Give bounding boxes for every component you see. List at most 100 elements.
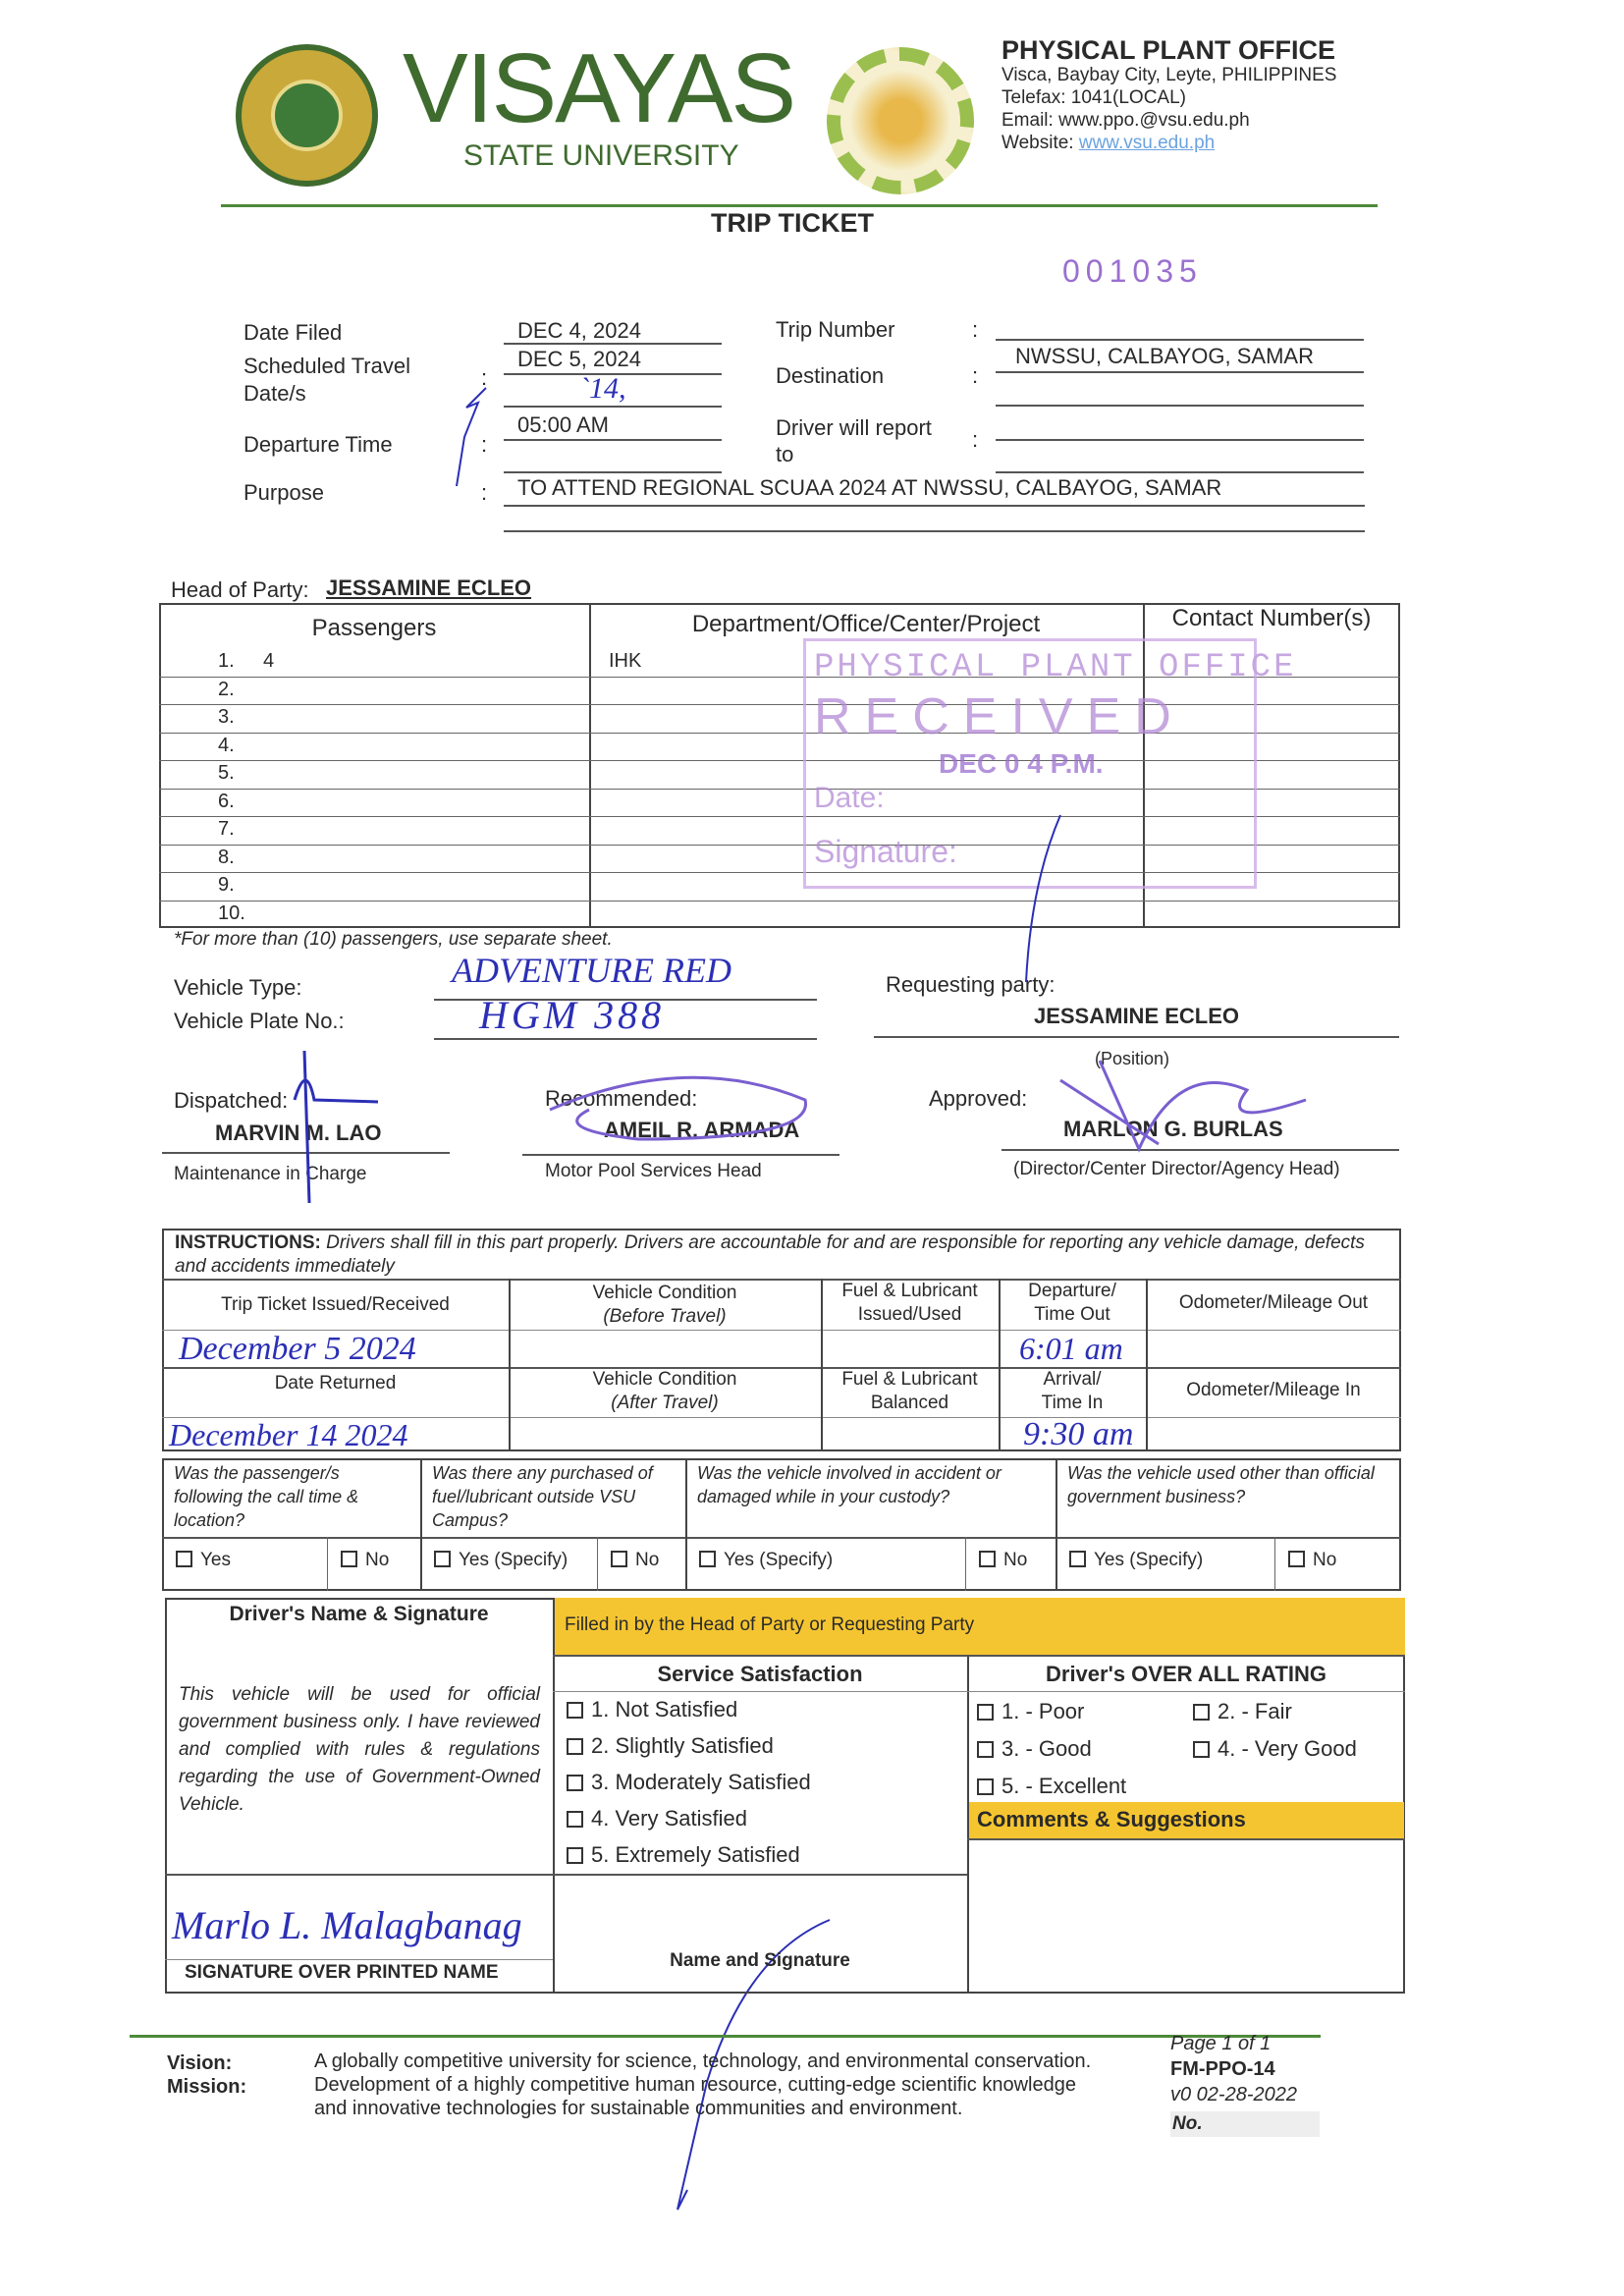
checkbox-icon[interactable] (977, 1778, 994, 1795)
satisfaction-label: 2. Slightly Satisfied (591, 1733, 774, 1758)
rating-option[interactable]: 5. - Excellent (977, 1774, 1126, 1799)
no-checkbox[interactable]: No (1288, 1550, 1336, 1571)
checkbox-icon[interactable] (1193, 1741, 1210, 1758)
recommended-role: Motor Pool Services Head (545, 1161, 762, 1181)
passenger-row[interactable]: 1. 4 IHK (159, 648, 1400, 676)
checkbox-icon[interactable] (176, 1551, 192, 1567)
passenger-row[interactable]: 7. (159, 816, 1400, 844)
col-divider (327, 1537, 328, 1591)
passenger-number: 5. (218, 762, 235, 784)
checkbox-icon[interactable] (979, 1551, 996, 1567)
yes-checkbox[interactable]: Yes (176, 1550, 231, 1571)
colon: : (481, 480, 488, 505)
checkbox-icon[interactable] (567, 1702, 583, 1719)
passenger-number: 6. (218, 790, 235, 812)
satisfaction-option[interactable]: 5. Extremely Satisfied (567, 1842, 800, 1868)
checkbox-icon[interactable] (341, 1551, 357, 1567)
form-code: FM-PPO-14 (1170, 2058, 1275, 2080)
fuel-issued-header: Fuel & Lubricant Issued/Used (821, 1280, 999, 1327)
col-divider (1143, 603, 1145, 928)
travel-date-value[interactable]: DEC 5, 2024 (517, 347, 641, 371)
destination-label: Destination (776, 363, 885, 388)
departure-time-value[interactable]: 6:01 am (1019, 1331, 1123, 1366)
instructions-text: INSTRUCTIONS: Drivers shall fill in this… (175, 1231, 1392, 1279)
row-divider (159, 816, 1400, 817)
underline (162, 1152, 450, 1154)
vision-text: A globally competitive university for sc… (314, 2050, 1092, 2072)
satisfaction-option[interactable]: 4. Very Satisfied (567, 1806, 747, 1831)
passenger-row[interactable]: 10. (159, 901, 1400, 928)
office-website: Website: www.vsu.edu.ph (1001, 133, 1215, 154)
date-filed-value[interactable]: DEC 4, 2024 (517, 318, 641, 343)
returned-value[interactable]: December 14 2024 (169, 1417, 408, 1452)
vc-after-header: Vehicle Condition (After Travel) (509, 1368, 821, 1415)
filled-by-text: Filled in by the Head of Party or Reques… (565, 1614, 975, 1635)
passenger-row[interactable]: 9. (159, 872, 1400, 900)
underline (996, 405, 1364, 407)
checkbox-icon[interactable] (434, 1551, 451, 1567)
rating-option[interactable]: 4. - Very Good (1193, 1736, 1357, 1762)
no-checkbox[interactable]: No (341, 1550, 389, 1571)
checkbox-icon[interactable] (611, 1551, 627, 1567)
arrival-time-value[interactable]: 9:30 am (1023, 1416, 1134, 1452)
purpose-value[interactable]: TO ATTEND REGIONAL SCUAA 2024 AT NWSSU, … (517, 475, 1222, 500)
satisfaction-option[interactable]: 1. Not Satisfied (567, 1697, 737, 1722)
question-text: Was the vehicle involved in accident or … (697, 1463, 1001, 1506)
passenger-row[interactable]: 5. (159, 760, 1400, 788)
passenger-row[interactable]: 4. (159, 733, 1400, 760)
head-of-party-label: Head of Party: (171, 577, 309, 602)
passenger-row[interactable]: 3. (159, 704, 1400, 732)
questions-table (162, 1458, 1401, 1591)
stamp-date: DEC 0 4 P.M. (939, 748, 1104, 779)
driver-statement: This vehicle will be used for official g… (179, 1684, 540, 1815)
rating-option[interactable]: 3. - Good (977, 1736, 1092, 1762)
departure-value[interactable]: 05:00 AM (517, 412, 609, 437)
yes-checkbox[interactable]: Yes (Specify) (1069, 1550, 1203, 1571)
passenger-department[interactable]: IHK (609, 650, 642, 672)
checkbox-icon[interactable] (699, 1551, 716, 1567)
rating-option[interactable]: 1. - Poor (977, 1699, 1084, 1724)
row-divider (162, 1279, 1401, 1281)
trip-number-line[interactable] (996, 339, 1364, 341)
passenger-row[interactable]: 2. (159, 677, 1400, 704)
office-name: PHYSICAL PLANT OFFICE (1001, 35, 1336, 65)
row-divider (165, 1874, 967, 1876)
passenger-row[interactable]: 6. (159, 789, 1400, 816)
checkbox-icon[interactable] (567, 1738, 583, 1755)
colon: : (972, 363, 979, 388)
satisfaction-option[interactable]: 3. Moderately Satisfied (567, 1770, 811, 1795)
destination-value[interactable]: NWSSU, CALBAYOG, SAMAR (1015, 344, 1314, 368)
checkbox-icon[interactable] (567, 1847, 583, 1864)
passenger-name[interactable]: 4 (263, 650, 275, 672)
instructions-label: INSTRUCTIONS: (175, 1232, 321, 1253)
issued-value[interactable]: December 5 2024 (179, 1331, 416, 1367)
vehicle-plate-value[interactable]: HGM 388 (479, 993, 666, 1037)
rating-option[interactable]: 2. - Fair (1193, 1699, 1292, 1724)
checkbox-icon[interactable] (567, 1775, 583, 1791)
checkbox-icon[interactable] (977, 1704, 994, 1721)
satisfaction-option[interactable]: 2. Slightly Satisfied (567, 1733, 774, 1759)
no-checkbox[interactable]: No (611, 1550, 659, 1571)
head-of-party-value[interactable]: JESSAMINE ECLEO (326, 575, 532, 600)
underline (996, 471, 1364, 473)
checkbox-icon[interactable] (1069, 1551, 1086, 1567)
handwritten-bracket-mark (456, 387, 487, 487)
dep-2: Time Out (1034, 1304, 1110, 1325)
arrival-header: Arrival/Time In (999, 1368, 1146, 1415)
website-label: Website: (1001, 133, 1074, 153)
comments-area[interactable] (969, 1840, 1403, 1992)
checkbox-icon[interactable] (977, 1741, 994, 1758)
approved-label: Approved: (929, 1086, 1028, 1111)
no-checkbox[interactable]: No (979, 1550, 1027, 1571)
mission-text-2: and innovative technologies for sustaina… (314, 2098, 963, 2119)
form-version: v0 02-28-2022 (1170, 2084, 1297, 2105)
vehicle-type-value[interactable]: ADVENTURE RED (452, 951, 731, 990)
yes-checkbox[interactable]: Yes (Specify) (699, 1550, 833, 1571)
checkbox-icon[interactable] (1193, 1704, 1210, 1721)
yes-checkbox[interactable]: Yes (Specify) (434, 1550, 568, 1571)
checkbox-icon[interactable] (1288, 1551, 1305, 1567)
checkbox-icon[interactable] (567, 1811, 583, 1828)
website-link[interactable]: www.vsu.edu.ph (1078, 133, 1216, 153)
col-divider (420, 1458, 422, 1591)
passenger-row[interactable]: 8. (159, 845, 1400, 872)
